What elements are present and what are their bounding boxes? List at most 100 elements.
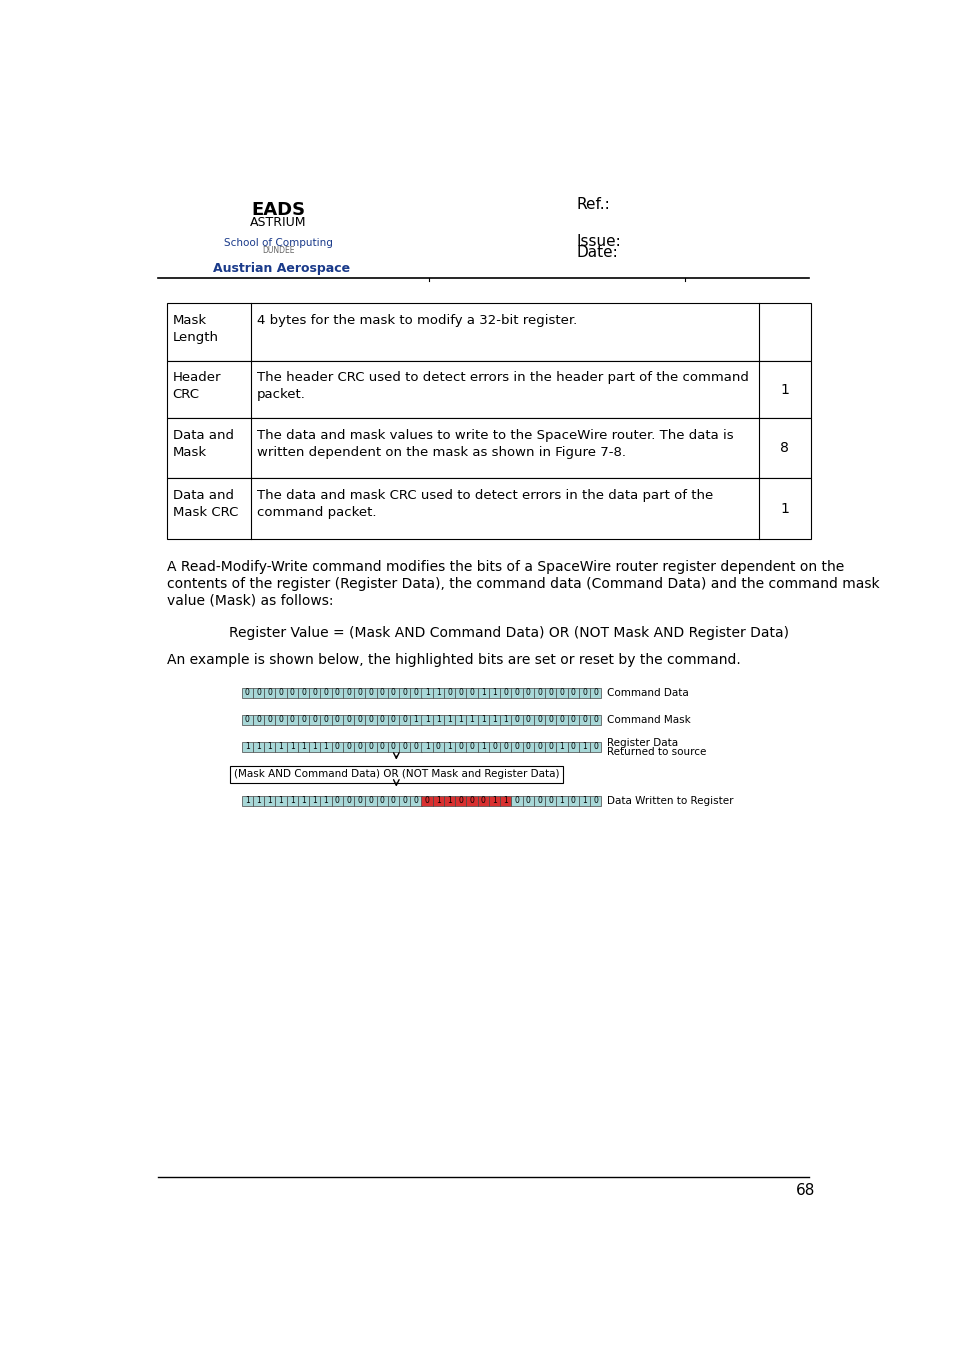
Text: 0: 0: [312, 688, 316, 698]
Bar: [342, 688, 354, 698]
Text: Returned to source: Returned to source: [607, 747, 706, 757]
Text: 1: 1: [267, 743, 272, 752]
Text: 0: 0: [267, 688, 272, 698]
Bar: [499, 688, 511, 698]
Text: 0: 0: [346, 716, 351, 725]
Bar: [433, 741, 443, 752]
Text: Data and: Data and: [172, 489, 233, 502]
Text: 0: 0: [548, 716, 553, 725]
Bar: [499, 716, 511, 725]
Bar: [455, 716, 466, 725]
Text: 0: 0: [457, 796, 463, 805]
Bar: [488, 741, 499, 752]
Bar: [264, 795, 275, 806]
Bar: [309, 716, 320, 725]
Text: 0: 0: [368, 743, 373, 752]
Text: EADS: EADS: [251, 201, 305, 219]
Bar: [578, 688, 590, 698]
Text: written dependent on the mask as shown in Figure 7-8.: written dependent on the mask as shown i…: [257, 446, 625, 459]
Text: 0: 0: [514, 716, 519, 725]
Bar: [443, 795, 455, 806]
Text: 0: 0: [255, 716, 261, 725]
Text: 1: 1: [492, 796, 497, 805]
Bar: [286, 741, 297, 752]
Bar: [590, 741, 600, 752]
Text: 0: 0: [312, 716, 316, 725]
Bar: [534, 741, 544, 752]
Text: 0: 0: [391, 743, 395, 752]
Text: 0: 0: [469, 743, 474, 752]
Bar: [332, 688, 342, 698]
Text: 0: 0: [581, 716, 586, 725]
Text: 1: 1: [424, 743, 429, 752]
Text: 0: 0: [301, 688, 306, 698]
Text: Command Mask: Command Mask: [607, 716, 691, 725]
Text: 1: 1: [245, 743, 250, 752]
Text: Register Data: Register Data: [607, 738, 678, 748]
Text: 0: 0: [537, 716, 541, 725]
Text: Length: Length: [172, 331, 218, 344]
Text: 0: 0: [413, 796, 417, 805]
Bar: [286, 716, 297, 725]
Text: 0: 0: [469, 688, 474, 698]
Bar: [544, 795, 556, 806]
Text: 0: 0: [368, 716, 373, 725]
Bar: [488, 716, 499, 725]
Bar: [253, 795, 264, 806]
Bar: [455, 688, 466, 698]
Text: 0: 0: [581, 688, 586, 698]
Bar: [499, 795, 511, 806]
Bar: [309, 688, 320, 698]
Bar: [534, 716, 544, 725]
Bar: [387, 795, 398, 806]
Bar: [410, 795, 421, 806]
Bar: [590, 688, 600, 698]
Bar: [365, 741, 376, 752]
Bar: [253, 716, 264, 725]
Bar: [332, 795, 342, 806]
Text: 1: 1: [312, 796, 316, 805]
Bar: [511, 741, 522, 752]
Text: 0: 0: [335, 688, 339, 698]
Bar: [275, 741, 286, 752]
Bar: [398, 688, 410, 698]
Bar: [578, 741, 590, 752]
Bar: [567, 716, 578, 725]
Text: 0: 0: [346, 743, 351, 752]
Bar: [167, 360, 810, 418]
Text: 0: 0: [379, 743, 384, 752]
Text: 0: 0: [245, 688, 250, 698]
Bar: [365, 688, 376, 698]
Text: 0: 0: [424, 796, 429, 805]
Text: 0: 0: [503, 688, 508, 698]
Bar: [332, 716, 342, 725]
Bar: [567, 795, 578, 806]
Text: packet.: packet.: [257, 389, 306, 401]
Text: 0: 0: [593, 716, 598, 725]
Text: 0: 0: [379, 688, 384, 698]
Text: 0: 0: [356, 796, 362, 805]
Text: 0: 0: [537, 743, 541, 752]
Bar: [297, 795, 309, 806]
Text: 1: 1: [581, 743, 586, 752]
Text: 0: 0: [436, 743, 440, 752]
Text: 0: 0: [570, 796, 575, 805]
Text: (Mask AND Command Data) OR (NOT Mask and Register Data): (Mask AND Command Data) OR (NOT Mask and…: [233, 769, 558, 779]
Bar: [309, 741, 320, 752]
Bar: [522, 688, 534, 698]
Bar: [567, 741, 578, 752]
Text: 0: 0: [346, 796, 351, 805]
Text: 1: 1: [780, 382, 788, 397]
Text: 1: 1: [458, 716, 463, 725]
Bar: [275, 688, 286, 698]
Bar: [264, 716, 275, 725]
Bar: [421, 741, 433, 752]
Text: 0: 0: [402, 688, 407, 698]
Text: 1: 1: [290, 796, 294, 805]
Bar: [354, 716, 365, 725]
Text: 1: 1: [469, 716, 474, 725]
Text: 0: 0: [278, 716, 283, 725]
Bar: [556, 795, 567, 806]
Text: A Read-Modify-Write command modifies the bits of a SpaceWire router register dep: A Read-Modify-Write command modifies the…: [167, 560, 843, 574]
Bar: [297, 741, 309, 752]
